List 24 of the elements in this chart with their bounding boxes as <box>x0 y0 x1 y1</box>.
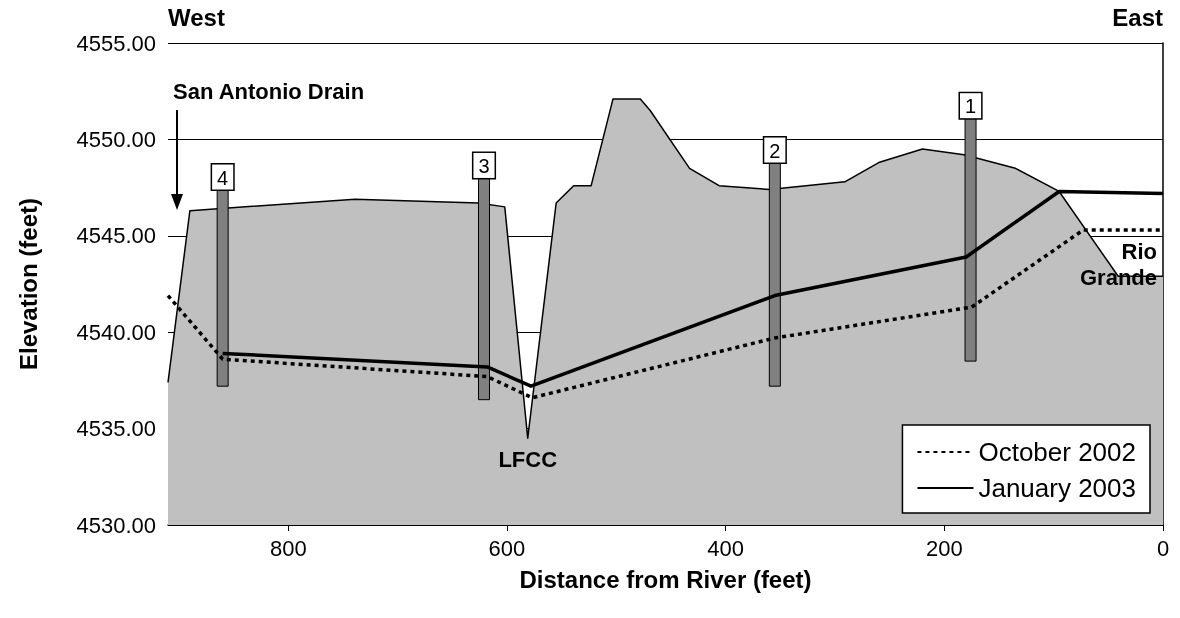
annotation: Rio Grande <box>1079 238 1157 290</box>
annotation: San Antonio Drain <box>173 78 365 104</box>
y-axis-title: Elevation (feet) <box>14 197 42 371</box>
x-tick-label: 0 <box>1156 535 1170 561</box>
legend-label: October 2002 <box>978 437 1136 467</box>
y-tick-label: 4530.00 <box>76 512 156 538</box>
annotation: 1 <box>965 95 977 118</box>
x-tick-label: 600 <box>488 535 526 561</box>
annotation: LFCC <box>498 446 558 472</box>
y-tick-label: 4555.00 <box>76 30 156 56</box>
y-tick-label: 4550.00 <box>76 126 156 152</box>
y-tick-label: 4540.00 <box>76 319 156 345</box>
annotation: 3 <box>478 154 490 177</box>
x-axis-title: Distance from River (feet) <box>519 565 812 593</box>
x-tick-label: 200 <box>925 535 963 561</box>
y-tick-label: 4545.00 <box>76 223 156 249</box>
annotation: 4 <box>217 166 229 189</box>
x-tick-label: 800 <box>269 535 307 561</box>
annotation: 2 <box>769 139 781 162</box>
legend-label: January 2003 <box>978 473 1136 503</box>
x-tick-label: 400 <box>707 535 744 561</box>
text: East <box>1112 3 1164 31</box>
y-tick-label: 4535.00 <box>76 416 156 442</box>
text: West <box>168 3 225 31</box>
